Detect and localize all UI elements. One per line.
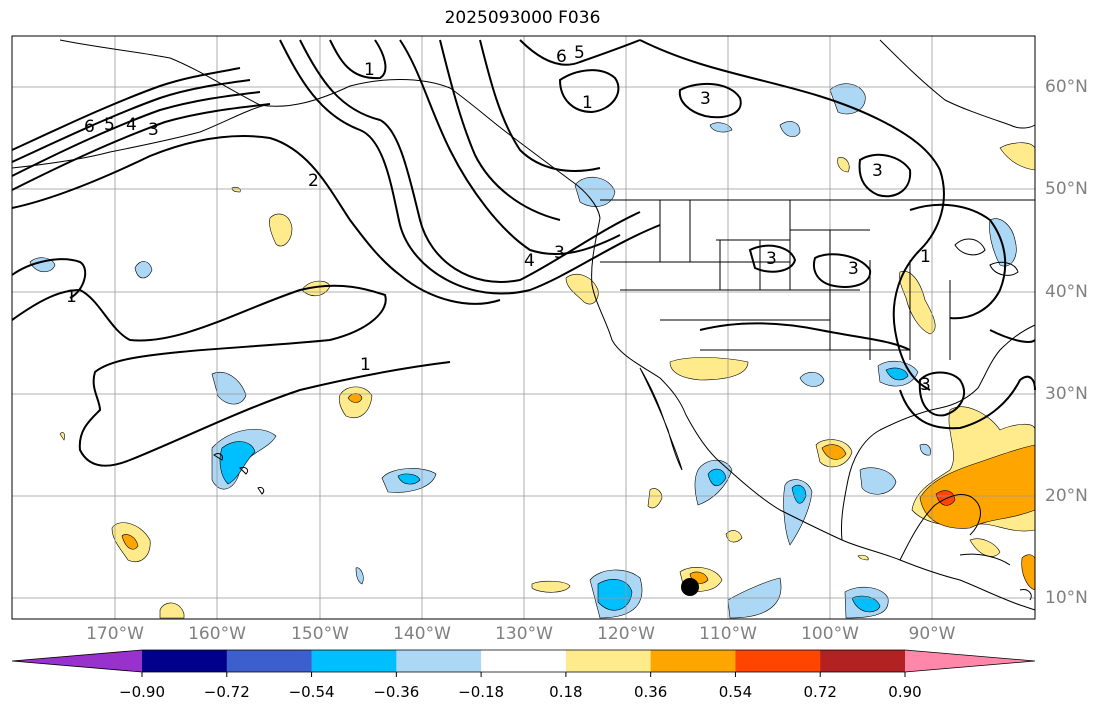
map-panel: 6 5 4 3 1 2 1 1 6 5 1 3 3 4 3 3 3 3 1 xyxy=(11,35,1036,620)
lat-label-10n: 10°N xyxy=(1045,588,1088,608)
contour-label: 5 xyxy=(574,43,585,63)
colorbar-tick-label: −0.54 xyxy=(288,683,335,701)
contour-label: 3 xyxy=(920,375,931,395)
contours xyxy=(11,39,1036,467)
colorbar-tick-label: 0.18 xyxy=(549,683,583,701)
colorbar-segment xyxy=(311,650,397,672)
lat-label-40n: 40°N xyxy=(1045,282,1088,302)
colorbar-tick-label: 0.90 xyxy=(888,683,922,701)
contour-label: 3 xyxy=(848,259,859,279)
lon-label-100w: 100°W xyxy=(801,624,859,644)
contour-label: 3 xyxy=(872,161,883,181)
colorbar-segment xyxy=(735,650,821,672)
lon-label-150w: 150°W xyxy=(291,624,349,644)
lon-label-140w: 140°W xyxy=(393,624,451,644)
lon-label-90w: 90°W xyxy=(908,624,956,644)
lon-label-110w: 110°W xyxy=(699,624,757,644)
colorbar-tick-label: −0.90 xyxy=(119,683,165,701)
contour-label: 1 xyxy=(66,287,77,307)
graticule xyxy=(12,36,1035,619)
contour-label: 3 xyxy=(700,89,711,109)
colorbar-extension-high xyxy=(905,650,1035,672)
colorbar-extension-low xyxy=(12,650,142,672)
map-title: 2025093000 F036 xyxy=(444,8,601,28)
colorbar-tick-label: −0.18 xyxy=(458,683,505,701)
contour-label: 5 xyxy=(104,115,115,135)
contour-label: 1 xyxy=(920,247,931,267)
contour-label: 1 xyxy=(582,93,593,113)
lat-label-20n: 20°N xyxy=(1045,486,1088,506)
colorbar-tick-label: 0.36 xyxy=(633,683,668,701)
coastlines xyxy=(11,39,1036,611)
colorbar-segment xyxy=(650,650,736,672)
storm-position-marker xyxy=(681,578,699,596)
lon-label-160w: 160°W xyxy=(188,624,246,644)
lat-label-50n: 50°N xyxy=(1045,179,1088,199)
colorbar-tick-label: 0.54 xyxy=(718,683,753,701)
colorbar-segment xyxy=(142,650,228,672)
colorbar-tick-label: 0.72 xyxy=(803,683,837,701)
contour-label: 3 xyxy=(766,249,777,269)
lon-label-120w: 120°W xyxy=(597,624,655,644)
lon-label-130w: 130°W xyxy=(495,624,553,644)
lat-label-30n: 30°N xyxy=(1045,384,1088,404)
contour-label: 2 xyxy=(308,171,319,191)
lat-label-60n: 60°N xyxy=(1045,77,1088,97)
contour-labels: 6 5 4 3 1 2 1 1 6 5 1 3 3 4 3 3 3 3 1 xyxy=(66,43,931,395)
contour-label: 6 xyxy=(84,117,95,137)
colorbar-tick-label: −0.72 xyxy=(203,683,250,701)
lon-label-170w: 170°W xyxy=(86,624,144,644)
colorbar xyxy=(11,649,1036,677)
colorbar-segment xyxy=(481,650,567,672)
colorbar-tick-label: −0.36 xyxy=(373,683,420,701)
colorbar-segment xyxy=(565,650,652,672)
colorbar-segment xyxy=(820,650,906,672)
contour-label: 4 xyxy=(126,115,137,135)
contour-label: 6 xyxy=(556,47,567,67)
contour-label: 3 xyxy=(554,243,565,263)
colorbar-segment xyxy=(226,650,313,672)
colorbar-segment xyxy=(396,650,482,672)
contour-label: 3 xyxy=(148,120,159,140)
contour-label: 1 xyxy=(360,355,371,375)
contour-label: 1 xyxy=(364,60,375,80)
contour-label: 4 xyxy=(524,251,535,271)
